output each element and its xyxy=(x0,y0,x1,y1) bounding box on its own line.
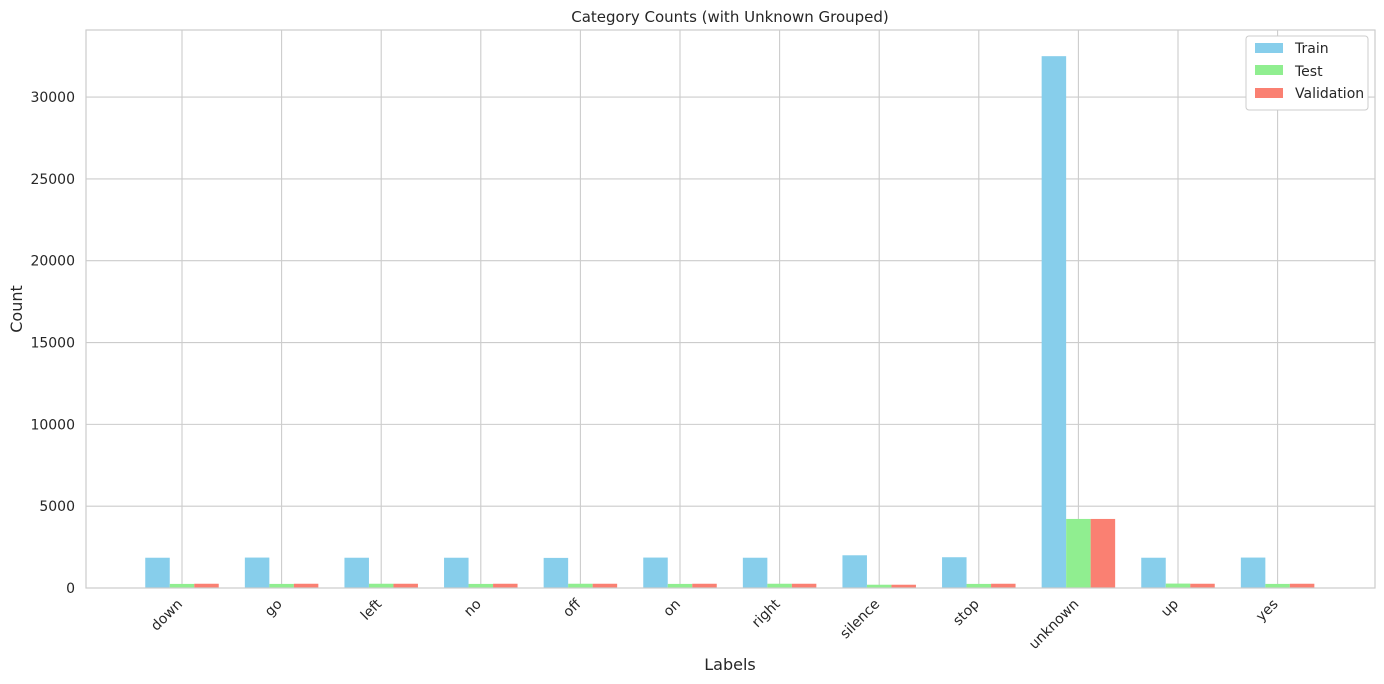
bar-test-up xyxy=(1165,583,1191,588)
bar-train-go xyxy=(244,557,270,588)
legend-swatch-validation xyxy=(1255,88,1283,98)
bar-validation-right xyxy=(791,583,817,588)
bar-train-left xyxy=(344,557,369,588)
bar-test-down xyxy=(169,583,195,588)
bar-train-unknown xyxy=(1041,56,1067,588)
legend-swatch-test xyxy=(1255,65,1283,75)
y-tick-label: 10000 xyxy=(30,417,75,433)
grid xyxy=(86,30,1375,589)
bar-test-unknown xyxy=(1066,518,1091,588)
legend: Train Test Validation xyxy=(1245,35,1369,111)
legend-swatch-train xyxy=(1255,43,1283,53)
y-tick-label: 0 xyxy=(66,581,75,597)
bar-test-go xyxy=(269,583,294,588)
y-axis-title: Count xyxy=(7,285,26,333)
bar-validation-up xyxy=(1190,583,1215,588)
bar-test-off xyxy=(568,583,593,588)
bar-validation-down xyxy=(194,583,219,588)
bar-train-right xyxy=(742,557,768,588)
legend-label-test: Test xyxy=(1294,64,1323,80)
plot-frame xyxy=(85,29,1376,589)
bar-train-off xyxy=(543,557,569,588)
y-tick-label: 30000 xyxy=(30,90,75,106)
legend-label-validation: Validation xyxy=(1295,86,1364,102)
bar-train-down xyxy=(145,557,170,588)
x-axis-title: Labels xyxy=(704,655,756,674)
bar-validation-off xyxy=(592,583,618,588)
bar-train-no xyxy=(444,557,469,588)
bar-test-yes xyxy=(1265,583,1290,588)
bar-validation-on xyxy=(692,583,717,588)
y-tick-label: 25000 xyxy=(30,172,75,188)
bar-train-yes xyxy=(1240,557,1266,588)
bar-validation-stop xyxy=(991,583,1016,588)
bar-train-up xyxy=(1141,557,1166,588)
y-tick-label: 15000 xyxy=(30,336,75,352)
bars xyxy=(145,56,1315,588)
legend-label-train: Train xyxy=(1294,41,1329,57)
bar-validation-no xyxy=(493,583,518,588)
y-tick-label: 5000 xyxy=(39,499,75,515)
bar-validation-go xyxy=(293,583,319,588)
bar-validation-silence xyxy=(891,584,916,588)
bar-test-right xyxy=(767,583,792,588)
bar-train-on xyxy=(643,557,668,588)
bar-test-on xyxy=(667,583,693,588)
bar-train-stop xyxy=(942,557,967,588)
bar-test-no xyxy=(468,583,494,588)
y-tick-labels: 0 5000 10000 15000 20000 25000 30000 xyxy=(30,90,75,597)
bar-train-silence xyxy=(842,555,867,588)
bar-validation-yes xyxy=(1289,583,1315,588)
bar-validation-unknown xyxy=(1090,518,1116,588)
chart-title: Category Counts (with Unknown Grouped) xyxy=(571,8,889,26)
bar-validation-left xyxy=(393,583,418,588)
bar-test-stop xyxy=(966,583,992,588)
bar-test-left xyxy=(368,583,394,588)
bar-test-silence xyxy=(866,584,892,588)
y-tick-label: 20000 xyxy=(30,254,75,270)
